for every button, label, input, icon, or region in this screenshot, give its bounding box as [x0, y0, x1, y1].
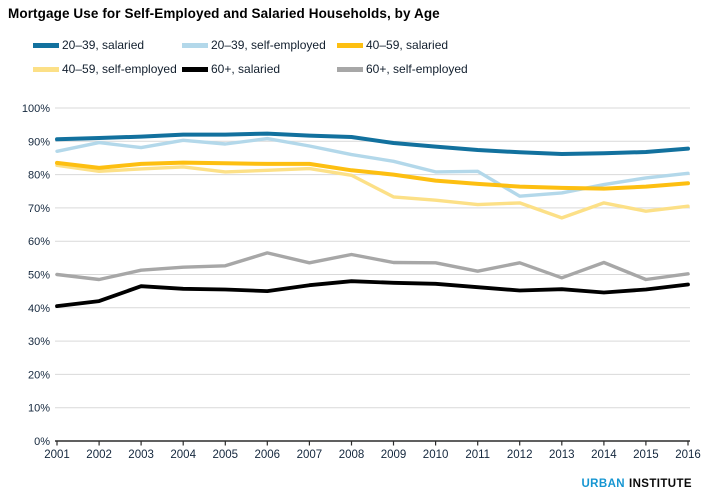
legend-item-60-self-employed: 60+, self-employed — [337, 62, 468, 76]
legend-swatch-40-59-salaried — [337, 42, 363, 48]
legend-label: 40–59, salaried — [366, 38, 449, 52]
y-tick-label: 50% — [28, 270, 50, 282]
y-tick-label: 90% — [28, 136, 50, 148]
legend-swatch-20-39-self-employed — [182, 42, 208, 48]
legend-item-20-39-salaried: 20–39, salaried — [33, 38, 144, 52]
y-tick-label: 40% — [28, 303, 50, 315]
legend-label: 20–39, salaried — [62, 38, 145, 52]
y-tick-label: 10% — [28, 403, 50, 415]
x-tick-label: 2008 — [339, 449, 365, 461]
y-tick-label: 100% — [22, 103, 50, 115]
x-tick-label: 2013 — [549, 449, 575, 461]
x-tick-label: 2012 — [507, 449, 533, 461]
legend-label: 40–59, self-employed — [62, 62, 177, 76]
logo-urban: URBAN — [581, 478, 625, 490]
series-line-40-59-salaried — [55, 160, 690, 191]
y-tick-label: 70% — [28, 203, 50, 215]
legend-item-40-59-self-employed: 40–59, self-employed — [33, 62, 177, 76]
legend-swatch-60-salaried — [182, 66, 208, 72]
legend-swatch-60-self-employed — [337, 66, 363, 72]
legend-swatch-40-59-self-employed — [33, 66, 59, 72]
series-line-60-salaried — [55, 279, 690, 309]
legend-label: 60+, self-employed — [366, 62, 468, 76]
legend-item-40-59-salaried: 40–59, salaried — [337, 38, 448, 52]
chart-title: Mortgage Use for Self-Employed and Salar… — [8, 6, 440, 21]
x-tick-label: 2006 — [255, 449, 281, 461]
y-tick-label: 60% — [28, 236, 50, 248]
legend-label: 60+, salaried — [211, 62, 281, 76]
x-tick-label: 2003 — [128, 449, 154, 461]
legend-item-20-39-self-employed: 20–39, self-employed — [182, 38, 326, 52]
urban-institute-logo: URBAN INSTITUTE — [581, 478, 692, 490]
legend-swatch-20-39-salaried — [33, 42, 59, 48]
x-tick-label: 2009 — [381, 449, 407, 461]
logo-institute: INSTITUTE — [628, 478, 692, 490]
x-tick-label: 2011 — [465, 449, 490, 461]
series-line-40-59-self-employed — [55, 163, 690, 220]
x-tick-label: 2005 — [213, 449, 239, 461]
legend-label: 20–39, self-employed — [211, 38, 326, 52]
y-tick-label: 0% — [34, 436, 50, 448]
x-tick-label: 2001 — [44, 449, 70, 461]
legend-item-60-salaried: 60+, salaried — [182, 62, 280, 76]
x-tick-label: 2007 — [297, 449, 323, 461]
x-tick-label: 2002 — [86, 449, 112, 461]
series-line-60-self-employed — [55, 251, 690, 282]
x-tick-label: 2010 — [423, 449, 449, 461]
y-tick-label: 30% — [28, 336, 50, 348]
x-tick-label: 2004 — [170, 449, 196, 461]
legend: 20–39, salaried 20–39, self-employed 40–59… — [0, 0, 702, 90]
series-line-20-39-salaried — [55, 131, 690, 156]
x-tick-label: 2014 — [591, 449, 617, 461]
x-tick-label: 2016 — [675, 449, 701, 461]
y-tick-label: 20% — [28, 369, 50, 381]
x-tick-label: 2015 — [633, 449, 659, 461]
y-tick-label: 80% — [28, 170, 50, 182]
